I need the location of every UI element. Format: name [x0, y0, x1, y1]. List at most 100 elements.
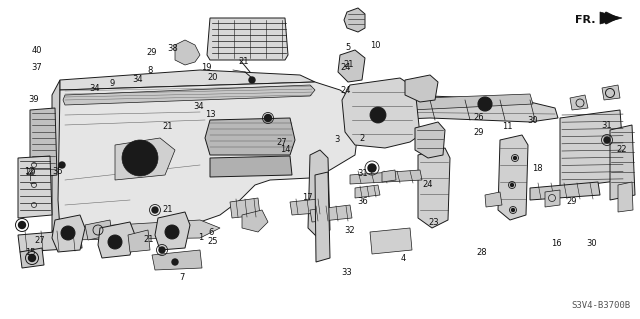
Text: FR.: FR. — [575, 15, 596, 25]
Text: 24: 24 — [340, 86, 351, 95]
Polygon shape — [207, 18, 288, 60]
Polygon shape — [310, 205, 352, 222]
Text: 6: 6 — [209, 228, 214, 237]
Polygon shape — [210, 156, 292, 177]
Polygon shape — [58, 82, 360, 232]
Text: 10: 10 — [371, 41, 381, 50]
Text: 26: 26 — [474, 113, 484, 122]
Circle shape — [370, 107, 386, 123]
Polygon shape — [360, 96, 558, 125]
Polygon shape — [485, 192, 502, 207]
Text: 36: 36 — [358, 197, 368, 206]
Polygon shape — [20, 248, 44, 268]
Polygon shape — [155, 212, 190, 250]
Text: 24: 24 — [340, 63, 351, 72]
Polygon shape — [530, 182, 600, 200]
Polygon shape — [152, 250, 202, 270]
Text: 15: 15 — [25, 248, 35, 257]
Polygon shape — [175, 40, 200, 65]
Circle shape — [59, 162, 65, 168]
Circle shape — [19, 221, 26, 228]
Circle shape — [478, 97, 492, 111]
Text: 7: 7 — [180, 273, 185, 282]
Circle shape — [511, 183, 513, 187]
Polygon shape — [545, 190, 560, 207]
Text: 25: 25 — [208, 237, 218, 246]
Polygon shape — [230, 198, 260, 218]
Text: 29: 29 — [474, 128, 484, 137]
Text: 27: 27 — [35, 236, 45, 245]
Polygon shape — [63, 85, 315, 105]
Text: 20: 20 — [207, 73, 218, 82]
Text: 8: 8 — [148, 66, 153, 75]
Circle shape — [513, 157, 516, 160]
Polygon shape — [350, 170, 422, 184]
Text: 37: 37 — [31, 63, 42, 72]
Text: 12: 12 — [24, 167, 35, 176]
Text: 14: 14 — [280, 145, 291, 154]
Text: 33: 33 — [341, 268, 351, 277]
Polygon shape — [355, 185, 380, 198]
Text: 4: 4 — [401, 254, 406, 263]
Text: 40: 40 — [31, 46, 42, 55]
Text: 38: 38 — [168, 44, 178, 53]
Polygon shape — [418, 148, 450, 228]
Polygon shape — [52, 80, 60, 232]
Text: 30: 30 — [527, 116, 538, 125]
Polygon shape — [18, 156, 52, 218]
Text: 27: 27 — [276, 138, 287, 147]
Text: 9: 9 — [109, 79, 115, 88]
Text: 3: 3 — [335, 135, 340, 144]
Text: 23: 23 — [429, 218, 439, 227]
Text: 18: 18 — [532, 164, 543, 173]
Text: 34: 34 — [132, 75, 143, 84]
Polygon shape — [600, 12, 622, 24]
Text: 5: 5 — [346, 43, 351, 52]
Polygon shape — [498, 135, 528, 220]
Polygon shape — [370, 228, 412, 254]
Text: 29: 29 — [147, 48, 157, 57]
Text: 34: 34 — [90, 84, 100, 93]
Circle shape — [61, 226, 75, 240]
Text: 2: 2 — [360, 134, 365, 143]
Polygon shape — [98, 222, 135, 258]
Polygon shape — [382, 170, 396, 182]
Polygon shape — [30, 108, 57, 178]
Polygon shape — [85, 220, 112, 240]
Circle shape — [159, 247, 165, 253]
Circle shape — [511, 209, 515, 211]
Text: 19: 19 — [202, 63, 212, 72]
Polygon shape — [115, 138, 175, 180]
Circle shape — [172, 259, 178, 265]
Polygon shape — [65, 220, 220, 240]
Text: 22: 22 — [617, 145, 627, 154]
Circle shape — [152, 207, 158, 213]
Polygon shape — [338, 50, 365, 82]
Polygon shape — [370, 94, 533, 112]
Text: 30: 30 — [587, 239, 597, 248]
Polygon shape — [405, 75, 438, 102]
Text: 24: 24 — [422, 180, 433, 189]
Polygon shape — [344, 8, 365, 32]
Circle shape — [108, 235, 122, 249]
Text: 21: 21 — [163, 205, 173, 214]
Text: 35: 35 — [52, 167, 63, 176]
Text: 31: 31 — [357, 169, 367, 178]
Circle shape — [249, 77, 255, 83]
Text: 31: 31 — [602, 121, 612, 130]
Polygon shape — [60, 70, 315, 90]
Polygon shape — [415, 122, 445, 158]
Text: 11: 11 — [502, 122, 512, 131]
Circle shape — [604, 137, 610, 143]
Circle shape — [264, 115, 271, 122]
Text: 21: 21 — [238, 57, 248, 66]
Text: 28: 28 — [476, 248, 486, 257]
Text: 1: 1 — [198, 233, 203, 242]
Polygon shape — [128, 230, 150, 252]
Text: 13: 13 — [205, 110, 215, 119]
Circle shape — [122, 140, 158, 176]
Circle shape — [368, 164, 376, 172]
Text: 17: 17 — [302, 193, 312, 202]
Text: 29: 29 — [566, 197, 577, 206]
Polygon shape — [560, 110, 625, 188]
